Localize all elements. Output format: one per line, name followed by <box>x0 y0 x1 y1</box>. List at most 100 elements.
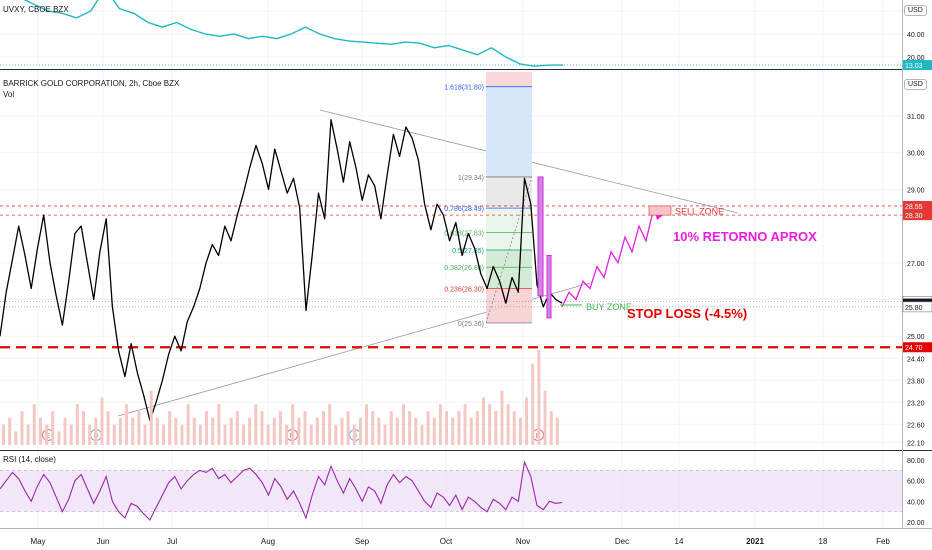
fib-label: 0(25.36) <box>458 321 484 328</box>
x-tick-label: Sep <box>355 537 370 546</box>
volume-bar <box>315 417 319 445</box>
fib-label: 0.236(26.30) <box>444 287 484 294</box>
volume-bar <box>469 417 473 445</box>
projection-line <box>561 210 661 308</box>
volume-bar <box>211 417 215 445</box>
volume-bar <box>408 411 412 445</box>
fib-zone <box>486 232 532 250</box>
x-tick-label: Nov <box>516 537 530 546</box>
volume-bar <box>494 411 498 445</box>
volume-bar <box>506 404 510 445</box>
volume-bar <box>500 390 504 445</box>
volume-bar <box>297 417 301 445</box>
volume-bar <box>94 417 98 445</box>
fib-label: 1(29.34) <box>458 175 484 182</box>
volume-bar <box>303 411 307 445</box>
volume-bar <box>555 417 559 445</box>
volume-bar <box>346 411 350 445</box>
volume-bar <box>285 424 289 445</box>
volume-bar <box>51 411 55 445</box>
volume-bar <box>118 417 122 445</box>
x-tick-label: 2021 <box>746 537 764 546</box>
fib-label: 0.382(26.88) <box>444 265 484 272</box>
main-pane: 1.618(31.80) 1(29.34) 0.786(28.49) 0.618(27… <box>0 72 902 441</box>
volume-bar <box>322 411 325 445</box>
volume-bar <box>180 424 184 445</box>
volume-bar <box>143 424 147 445</box>
volume-bar <box>100 397 104 445</box>
volume-bar <box>420 424 424 445</box>
volume-bar <box>69 424 73 445</box>
volume-bar <box>377 417 381 445</box>
price-tick-label: 29.00 <box>907 187 925 194</box>
price-tick-label: 23.80 <box>907 378 925 385</box>
volume-bar <box>525 397 529 445</box>
volume-bar <box>242 424 245 445</box>
volume-bar <box>414 417 418 445</box>
volume-bar <box>168 411 172 445</box>
fib-top-area <box>486 72 532 87</box>
volume-bar <box>451 417 455 445</box>
volume-bar <box>162 424 165 445</box>
volume-bar <box>174 417 178 445</box>
volume-bar <box>402 404 405 445</box>
volume-bar <box>125 404 129 445</box>
rsi-band <box>0 470 902 512</box>
grid <box>0 0 902 528</box>
volume-bar <box>223 424 227 445</box>
rsi-tick-label: 20.00 <box>907 520 925 527</box>
volume-bar <box>358 417 362 445</box>
volume-bar <box>395 417 399 445</box>
currency-button-main[interactable]: USD <box>904 79 927 90</box>
volume-bar <box>531 363 535 445</box>
price-tick-label: 27.00 <box>907 261 925 268</box>
volume-bar <box>112 424 116 445</box>
x-tick-label: Jun <box>97 537 110 546</box>
fib-trendline <box>485 176 533 324</box>
price-line <box>0 119 563 422</box>
volume-bar <box>198 424 202 445</box>
spike-candle <box>546 254 552 319</box>
volume-bar <box>352 424 356 445</box>
volume-bar <box>278 411 282 445</box>
rsi-pane <box>0 460 902 521</box>
main-title: BARRICK GOLD CORPORATION, 2h, Cboe BZX <box>3 79 180 88</box>
volume-bar <box>82 411 85 445</box>
x-tick-label: 14 <box>675 537 684 546</box>
spike-candle <box>537 176 544 297</box>
volume-bar <box>217 404 221 445</box>
x-tick-label: Dec <box>615 537 629 546</box>
rsi-title: RSI (14, close) <box>3 455 56 464</box>
price-tick-label: 22.60 <box>907 422 925 429</box>
uvxy-last-label: 13.03 <box>905 63 923 70</box>
volume-bar <box>518 417 522 445</box>
volume-label: Vol <box>3 90 15 99</box>
x-tick-label: May <box>30 537 45 546</box>
volume-bar <box>371 411 375 445</box>
x-tick-label: Jul <box>167 537 177 546</box>
price-tick-label: 22.10 <box>907 441 925 448</box>
volume-bar <box>57 431 61 445</box>
volume-bar <box>45 424 49 445</box>
uvxy-pane <box>0 0 902 67</box>
price-tag-label: 28.55 <box>905 204 923 211</box>
volume-bar <box>340 417 344 445</box>
volume-bar <box>26 424 30 445</box>
uvxy-title: UVXY, CBOE BZX <box>3 5 69 14</box>
rsi-line <box>0 460 563 521</box>
price-tag <box>902 301 932 313</box>
rsi-tick-label: 60.00 <box>907 479 925 486</box>
volume-bar <box>463 404 467 445</box>
uvxy-tick-label: 40.00 <box>907 32 925 39</box>
volume-bar <box>229 417 233 445</box>
currency-button-uvxy[interactable]: USD <box>904 5 927 16</box>
volume-bar <box>131 417 135 445</box>
volume-bar <box>383 424 387 445</box>
volume-bar <box>549 411 553 445</box>
volume-bar <box>537 350 541 445</box>
fib-zone <box>486 267 532 289</box>
volume-bar <box>106 411 110 445</box>
volume-bar <box>155 417 159 445</box>
price-tick-label: 23.20 <box>907 400 925 407</box>
